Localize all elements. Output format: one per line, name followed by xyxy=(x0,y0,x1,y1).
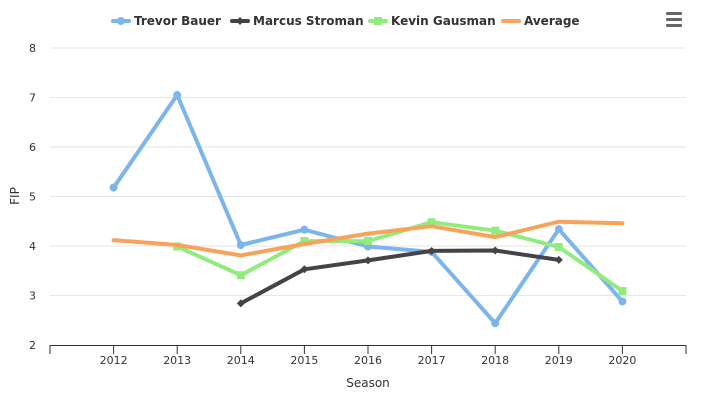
data-point-square[interactable] xyxy=(236,271,245,280)
data-point-diamond[interactable] xyxy=(364,256,372,265)
data-point-circle[interactable] xyxy=(491,319,500,328)
data-point-square[interactable] xyxy=(491,226,500,235)
legend-item-trevor-bauer[interactable]: Trevor Bauer xyxy=(111,14,221,28)
y-axis-title: FIP xyxy=(8,187,22,205)
y-tick-label: 3 xyxy=(29,290,36,303)
data-point-square[interactable] xyxy=(554,242,563,251)
data-point-diamond[interactable] xyxy=(491,246,500,255)
data-point-circle[interactable] xyxy=(618,297,627,306)
data-point-circle[interactable] xyxy=(236,241,245,250)
data-point-diamond[interactable] xyxy=(236,299,245,308)
legend-item-kevin-gausman[interactable]: Kevin Gausman xyxy=(368,14,496,28)
series-marcus-stroman xyxy=(236,246,563,308)
legend-item-average[interactable]: Average xyxy=(501,14,580,28)
data-point-diamond[interactable] xyxy=(427,246,436,255)
x-tick-label: 2012 xyxy=(100,354,128,367)
legend-label[interactable]: Marcus Stroman xyxy=(253,14,364,28)
series-line xyxy=(238,248,561,306)
x-tick-label: 2018 xyxy=(481,354,509,367)
hamburger-menu-icon[interactable] xyxy=(662,8,686,30)
x-tick-label: 2020 xyxy=(608,354,636,367)
data-point-circle[interactable] xyxy=(109,183,118,192)
data-point-square[interactable] xyxy=(618,287,627,296)
data-point-circle[interactable] xyxy=(554,225,563,234)
data-point-circle[interactable] xyxy=(300,225,309,234)
data-point-diamond[interactable] xyxy=(300,265,309,274)
y-tick-label: 4 xyxy=(29,240,36,253)
y-tick-label: 6 xyxy=(29,141,36,154)
series-trevor-bauer xyxy=(109,91,627,328)
data-point-square[interactable] xyxy=(300,237,309,246)
legend-label[interactable]: Average xyxy=(524,14,580,28)
data-point-square[interactable] xyxy=(364,237,372,246)
data-point-square[interactable] xyxy=(427,218,436,227)
y-tick-label: 5 xyxy=(29,191,36,204)
legend-item-marcus-stroman[interactable]: Marcus Stroman xyxy=(230,14,364,28)
series-average xyxy=(111,219,625,258)
y-tick-label: 7 xyxy=(29,92,36,105)
data-point-diamond[interactable] xyxy=(554,255,563,264)
series-line xyxy=(111,93,625,326)
y-tick-label: 2 xyxy=(29,339,36,352)
data-point-circle[interactable] xyxy=(173,91,182,100)
data-point-circle[interactable] xyxy=(117,17,125,25)
x-tick-label: 2014 xyxy=(227,354,255,367)
data-point-diamond[interactable] xyxy=(236,17,244,25)
x-tick-label: 2013 xyxy=(163,354,191,367)
x-tick-label: 2017 xyxy=(418,354,446,367)
x-axis-title: Season xyxy=(346,376,390,390)
axes: 2 3 4 5 6 7 8 2012 2013 2014 2015 2016 2017 2018 2019 2… xyxy=(29,42,687,367)
legend-label[interactable]: Trevor Bauer xyxy=(134,14,221,28)
series-line xyxy=(111,219,625,258)
data-point-square[interactable] xyxy=(374,17,382,25)
series-lines xyxy=(109,91,627,328)
x-tick-label: 2016 xyxy=(354,354,382,367)
y-tick-label: 8 xyxy=(29,42,36,55)
x-tick-label: 2015 xyxy=(290,354,318,367)
legend[interactable]: Trevor Bauer Marcus Stroman Kevin Gausman A… xyxy=(111,14,580,28)
gridlines xyxy=(50,47,686,296)
legend-label[interactable]: Kevin Gausman xyxy=(391,14,496,28)
x-tick-label: 2019 xyxy=(545,354,573,367)
